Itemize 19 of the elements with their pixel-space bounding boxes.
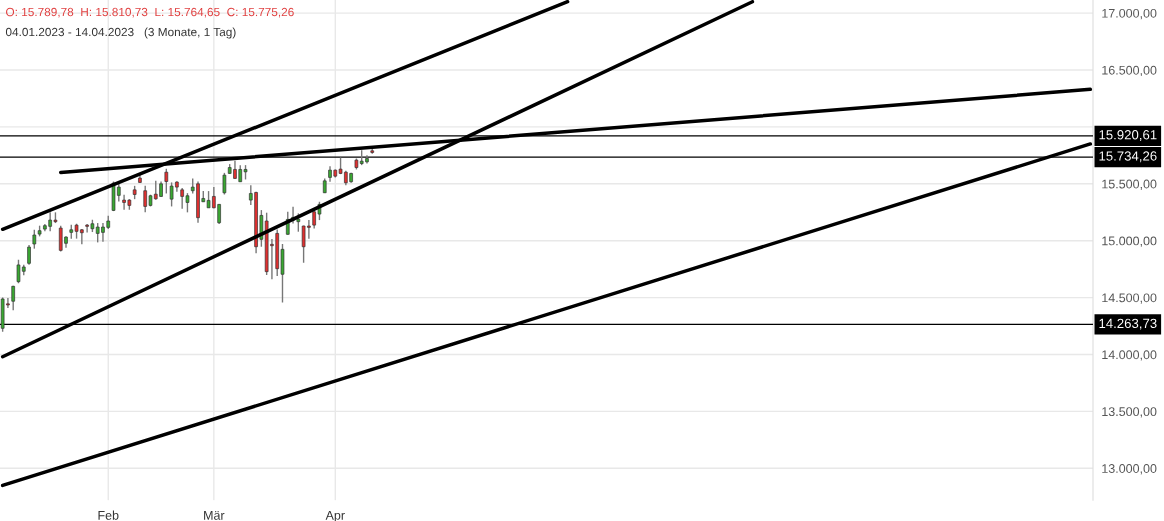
ref-line-label: 15.734,26 — [1099, 151, 1157, 163]
y-tick-label: 15.000,00 — [1102, 236, 1157, 247]
text: O: 15.789,78 H: 15.810,73 L: 15.764,65 C: 15.775,26 — [6, 7, 294, 18]
y-tick-label: 13.500,00 — [1102, 407, 1157, 418]
ref-line-label: 15.920,61 — [1099, 130, 1157, 142]
candlestick — [164, 168, 169, 195]
x-tick-label: Mär — [204, 511, 225, 520]
candlestick — [27, 244, 31, 266]
y-tick-label: 16.500,00 — [1102, 65, 1157, 77]
y-tick-label: 13.000,00 — [1102, 464, 1157, 475]
y-tick-label: 14.000,00 — [1102, 350, 1157, 361]
y-tick-label: 15.500,00 — [1102, 179, 1157, 190]
candlestick — [222, 172, 227, 196]
ref-line-label: 14.263,73 — [1099, 318, 1157, 330]
candlestick — [11, 284, 15, 311]
y-tick-label: 14.500,00 — [1102, 293, 1157, 304]
y-tick-label: 17.000,00 — [1102, 8, 1157, 20]
text: 04.01.2023 - 14.04.2023 (3 Monate, 1 Tag) — [5, 27, 236, 39]
x-tick-label: Feb — [98, 510, 119, 520]
